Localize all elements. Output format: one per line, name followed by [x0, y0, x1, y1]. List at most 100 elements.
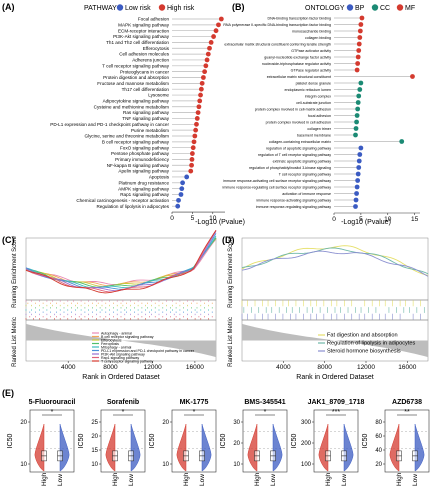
axis-tick-label: 10	[384, 216, 392, 223]
term-point	[356, 48, 362, 53]
sig-label: *	[51, 409, 54, 416]
pathway-label: Efferocytosis	[143, 46, 170, 51]
pathway-label: T cell receptor signaling pathway	[102, 63, 170, 68]
term-point	[359, 15, 365, 21]
term-point	[355, 178, 361, 183]
legend-label-0: Low risk	[125, 5, 151, 12]
y-tick-label: 80	[375, 420, 382, 426]
legend-label: Mitophagy - animal	[101, 346, 132, 350]
y-tick-label: 20	[91, 434, 98, 440]
axis-tick-label: 0	[332, 216, 336, 223]
term-point	[354, 191, 359, 196]
group-label: High	[254, 472, 261, 486]
drug-frame	[29, 409, 75, 473]
pathway-point	[207, 45, 212, 51]
panel-d-xlabel: Rank in Ordered Dataset	[296, 374, 373, 381]
term-point	[354, 67, 360, 73]
axis-tick-label: 4000	[61, 364, 76, 371]
axis-tick-label: 16000	[186, 364, 204, 371]
pathway-point	[175, 203, 181, 209]
legend-swatch-0	[346, 4, 354, 11]
y-tick-label: 10	[20, 462, 27, 468]
pathway-point	[211, 34, 216, 39]
group-label: Low	[128, 474, 135, 486]
pathway-label: Rap1 signaling pathway	[120, 192, 169, 197]
term-label: regulation of apoptotic signaling pathwa…	[266, 146, 331, 150]
legend-label: T cell receptor signaling pathway	[101, 360, 153, 364]
panel-b-label: (B)	[232, 2, 245, 12]
term-point	[357, 28, 363, 34]
drug-frame	[171, 409, 217, 473]
y-tick-label: 25	[91, 420, 98, 426]
term-label: monosaccharide binding	[292, 29, 331, 33]
term-label: basement membrane	[297, 133, 331, 137]
term-point	[355, 106, 361, 112]
panel-c-ylabel-bottom: Ranked List Metric	[12, 317, 18, 367]
axis-tick-label: 5	[359, 216, 363, 223]
y-axis-label: IC50	[220, 434, 227, 449]
pathway-label: Cell adhesion molecules	[119, 52, 169, 57]
pathway-point	[191, 139, 197, 145]
panel-b-legend-title: ONTOLOGY	[305, 5, 345, 12]
drug-title: JAK1_8709_1718	[308, 399, 365, 406]
pathway-point	[178, 192, 184, 197]
pathway-point	[199, 80, 205, 86]
drug-frame	[313, 409, 359, 473]
term-label: collagen binding	[305, 36, 331, 40]
term-point	[356, 93, 362, 99]
panel-b-x-axis: 0 5 10 15	[332, 212, 420, 223]
y-tick-label: 100	[301, 462, 312, 468]
pathway-point	[216, 22, 221, 28]
pathway-point	[205, 51, 211, 57]
pathway-label: Glycine, serine and threonine metabolism	[84, 134, 169, 139]
violin-low	[343, 423, 354, 472]
term-point	[357, 87, 363, 92]
legend-label: Efferocytosis	[101, 339, 122, 343]
term-label: regulation of phosphatidylinositol 3-kin…	[249, 166, 331, 170]
term-point	[355, 100, 361, 105]
legend-label: PD-L1 expression and PD-1 checkpoint pat…	[101, 349, 195, 353]
pathway-label: PI3K-Akt signaling pathway	[113, 34, 170, 39]
term-point	[355, 171, 361, 177]
term-label: regulation of T cell receptor signaling …	[258, 153, 331, 157]
term-label: GTPase regulator activity	[291, 68, 332, 72]
violin-low	[201, 423, 212, 472]
group-label: High	[41, 472, 48, 486]
term-point	[356, 158, 362, 164]
drug-title: Sorafenib	[107, 399, 139, 406]
term-point	[357, 35, 363, 40]
term-point	[358, 145, 364, 151]
term-point	[355, 54, 361, 60]
pathway-label: Apelin signaling pathway	[118, 169, 169, 174]
group-label: Low	[270, 474, 277, 486]
term-point	[357, 152, 363, 157]
violin-high	[176, 423, 187, 472]
pathway-point	[197, 98, 203, 104]
pathway-point	[192, 133, 198, 139]
legend-swatch-1	[371, 4, 379, 11]
panel-b-legend: BP CC MF	[346, 4, 415, 12]
pathway-label: PD-L1 expression and PD-1 checkpoint pat…	[50, 122, 169, 127]
term-label: integrin complex	[305, 94, 331, 98]
term-label: nucleoside-triphosphatase regulator acti…	[262, 62, 331, 66]
term-point	[356, 41, 362, 47]
drug-title: 5-Fluorouracil	[29, 399, 76, 406]
panel-d-label: (D)	[222, 235, 235, 245]
pathway-label: Chemical carcinogenesis - receptor activ…	[76, 198, 169, 203]
term-label: immune response-regulating cell surface …	[223, 185, 332, 189]
term-label: protein complex involved in cell-matrix …	[255, 107, 331, 111]
pathway-point	[213, 28, 219, 34]
axis-tick-label: 4000	[276, 364, 291, 371]
y-axis-label: IC50	[149, 434, 156, 449]
axis-tick-label: 12000	[144, 364, 162, 371]
panel-d-ylabel-bottom: Ranked List Metric	[228, 317, 234, 367]
panel-d-ranked-metric	[242, 323, 428, 358]
pathway-point	[189, 157, 195, 162]
pathway-point	[184, 174, 190, 180]
legend-label-1: High risk	[167, 5, 195, 12]
term-label: immune response-activating cell surface …	[223, 179, 331, 183]
pathway-point	[218, 16, 224, 22]
